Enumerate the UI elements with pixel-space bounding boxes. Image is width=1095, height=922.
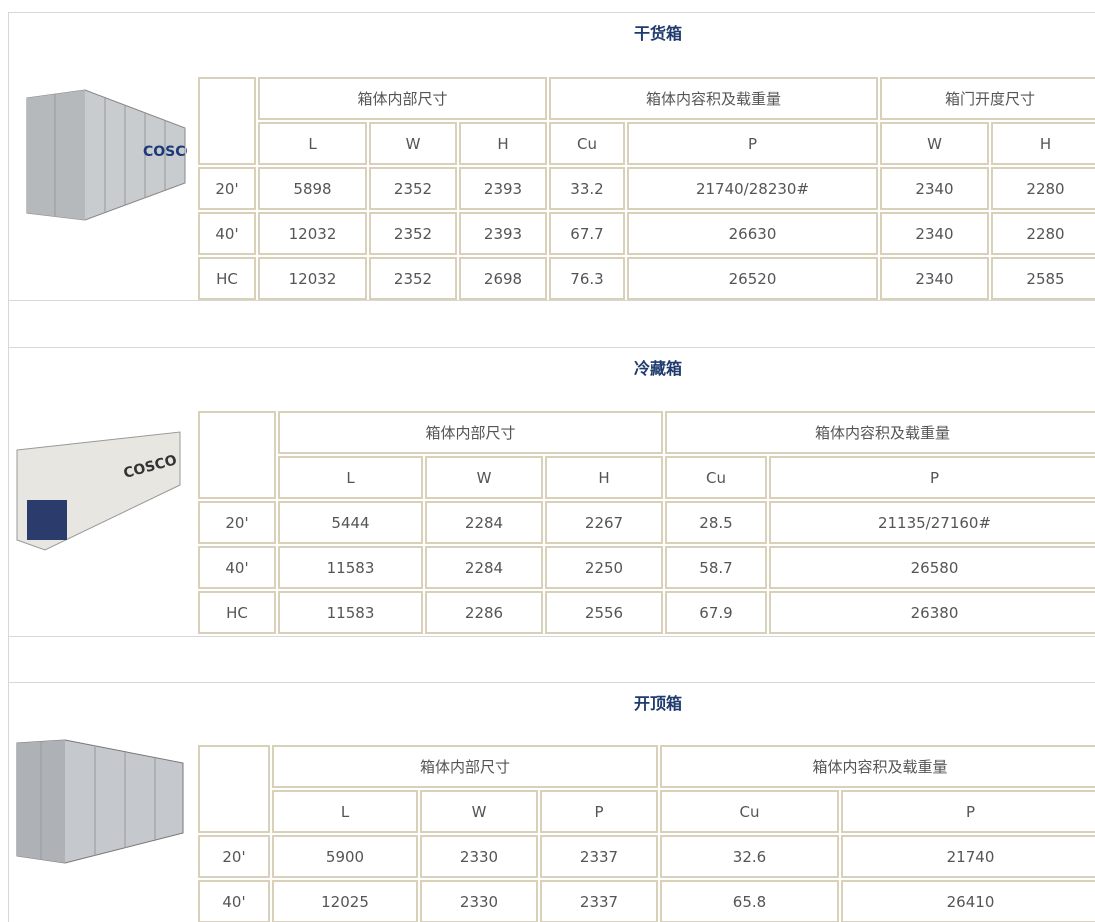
data-cell: 26630 — [627, 212, 878, 255]
data-cell: 2280 — [991, 167, 1095, 210]
group-header: 箱体内容积及载重量 — [665, 411, 1095, 454]
data-cell: 2352 — [369, 212, 457, 255]
data-cell: 58.7 — [665, 546, 767, 589]
data-cell: 21135/27160# — [769, 501, 1095, 544]
data-cell: 2698 — [459, 257, 547, 300]
data-cell: 2393 — [459, 167, 547, 210]
sub-header: P — [769, 456, 1095, 499]
section-title: 干货箱 — [633, 24, 682, 43]
data-cell: 67.9 — [665, 591, 767, 634]
row-header: 40' — [198, 546, 276, 589]
data-cell: 5444 — [278, 501, 423, 544]
data-cell: 2330 — [420, 835, 538, 878]
group-header: 箱体内部尺寸 — [272, 745, 658, 788]
rule — [8, 347, 1095, 348]
data-cell: 2352 — [369, 167, 457, 210]
row-header: 20' — [198, 835, 270, 878]
sub-header: Cu — [665, 456, 767, 499]
data-cell: 2352 — [369, 257, 457, 300]
data-cell: 12025 — [272, 880, 418, 922]
rule — [8, 300, 1095, 301]
sub-header: H — [991, 122, 1095, 165]
sub-header: W — [880, 122, 989, 165]
group-header: 箱体内容积及载重量 — [660, 745, 1095, 788]
data-cell: 11583 — [278, 546, 423, 589]
sub-header: Cu — [660, 790, 839, 833]
data-cell: 2267 — [545, 501, 663, 544]
image-text: COSCO — [143, 144, 187, 160]
sub-header: Cu — [549, 122, 625, 165]
data-cell: 12032 — [258, 212, 367, 255]
group-header: 箱体内部尺寸 — [278, 411, 663, 454]
corner-cell — [198, 745, 270, 833]
data-cell: 26580 — [769, 546, 1095, 589]
data-cell: 12032 — [258, 257, 367, 300]
row-header: HC — [198, 257, 256, 300]
data-cell: 2284 — [425, 501, 543, 544]
data-cell: 2585 — [991, 257, 1095, 300]
rule — [8, 682, 1095, 683]
data-cell: 21740/28230# — [627, 167, 878, 210]
data-cell: 26410 — [841, 880, 1095, 922]
rule — [8, 636, 1095, 637]
sub-header: H — [545, 456, 663, 499]
data-cell: 26380 — [769, 591, 1095, 634]
sub-header: W — [425, 456, 543, 499]
data-cell: 5898 — [258, 167, 367, 210]
data-cell: 2337 — [540, 880, 658, 922]
data-cell: 2556 — [545, 591, 663, 634]
section-title: 冷藏箱 — [633, 359, 682, 378]
data-cell: 5900 — [272, 835, 418, 878]
left-rule — [8, 12, 9, 922]
data-cell: 2340 — [880, 212, 989, 255]
group-header: 箱体内容积及载重量 — [549, 77, 878, 120]
sub-header: L — [258, 122, 367, 165]
data-cell: 2280 — [991, 212, 1095, 255]
data-cell: 2250 — [545, 546, 663, 589]
group-header: 箱体内部尺寸 — [258, 77, 547, 120]
container-image — [16, 739, 184, 864]
container-image: COSCO — [26, 89, 187, 221]
data-cell: 2393 — [459, 212, 547, 255]
data-cell: 2330 — [420, 880, 538, 922]
corner-cell — [198, 77, 256, 165]
data-cell: 32.6 — [660, 835, 839, 878]
data-cell: 2340 — [880, 167, 989, 210]
container-image: COSCO — [16, 431, 181, 551]
data-cell: 26520 — [627, 257, 878, 300]
row-header: 20' — [198, 501, 276, 544]
row-header: HC — [198, 591, 276, 634]
row-header: 40' — [198, 212, 256, 255]
data-cell: 67.7 — [549, 212, 625, 255]
sub-header: P — [540, 790, 658, 833]
rule — [8, 12, 1095, 13]
data-cell: 65.8 — [660, 880, 839, 922]
data-cell: 21740 — [841, 835, 1095, 878]
sub-header: P — [627, 122, 878, 165]
sub-header: W — [369, 122, 457, 165]
data-cell: 76.3 — [549, 257, 625, 300]
data-cell: 11583 — [278, 591, 423, 634]
group-header: 箱门开度尺寸 — [880, 77, 1095, 120]
sub-header: W — [420, 790, 538, 833]
corner-cell — [198, 411, 276, 499]
sub-header: P — [841, 790, 1095, 833]
data-cell: 2284 — [425, 546, 543, 589]
row-header: 20' — [198, 167, 256, 210]
sub-header: H — [459, 122, 547, 165]
row-header: 40' — [198, 880, 270, 922]
section-title: 开顶箱 — [633, 694, 682, 713]
data-cell: 2286 — [425, 591, 543, 634]
sub-header: L — [278, 456, 423, 499]
data-cell: 2337 — [540, 835, 658, 878]
data-cell: 33.2 — [549, 167, 625, 210]
data-cell: 2340 — [880, 257, 989, 300]
sub-header: L — [272, 790, 418, 833]
data-cell: 28.5 — [665, 501, 767, 544]
